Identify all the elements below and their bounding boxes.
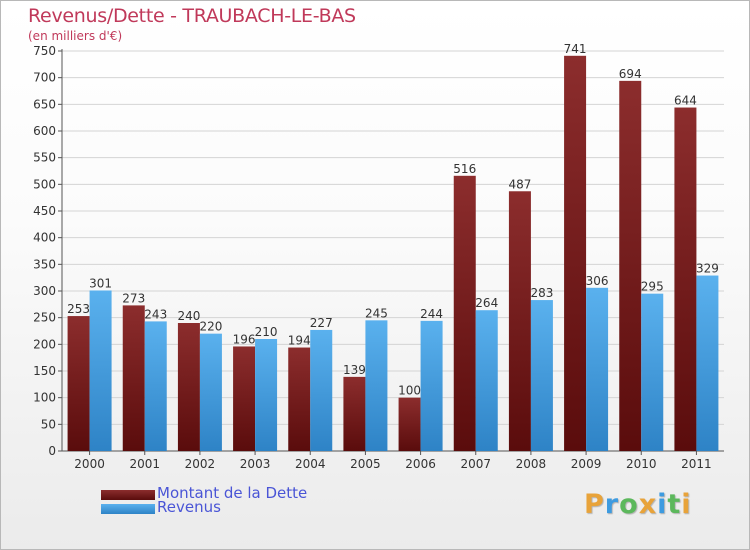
bar-debt-2006 — [398, 397, 421, 451]
bar-revenue-2001 — [144, 321, 167, 451]
legend-label-debt: Montant de la Dette — [157, 484, 308, 502]
data-label-revenue-2008: 283 — [530, 286, 553, 300]
y-tick-label: 400 — [33, 231, 56, 245]
logo-letter: x — [638, 489, 658, 520]
bar-revenue-2008 — [530, 300, 553, 451]
logo-letter: P — [584, 489, 605, 520]
data-label-revenue-2005: 245 — [365, 306, 388, 320]
data-label-revenue-2011: 329 — [696, 262, 719, 276]
data-label-revenue-2004: 227 — [310, 316, 333, 330]
bar-debt-2002 — [177, 323, 200, 451]
bar-debt-2004 — [288, 347, 311, 451]
data-label-revenue-2009: 306 — [586, 274, 609, 288]
bar-debt-2003 — [233, 346, 256, 451]
y-tick-label: 700 — [33, 71, 56, 85]
data-label-debt-2004: 194 — [288, 334, 311, 348]
x-tick-label: 2009 — [571, 457, 602, 471]
bar-revenue-2000 — [89, 290, 112, 451]
bar-revenue-2002 — [199, 333, 222, 451]
y-tick-label: 500 — [33, 177, 56, 191]
bar-debt-2008 — [508, 191, 531, 451]
x-tick-label: 2008 — [516, 457, 547, 471]
data-label-debt-2006: 100 — [398, 384, 421, 398]
y-tick-label: 250 — [33, 311, 56, 325]
data-label-debt-2001: 273 — [122, 291, 145, 305]
x-tick-label: 2007 — [460, 457, 491, 471]
data-label-revenue-2001: 243 — [144, 307, 167, 321]
y-tick-label: 600 — [33, 124, 56, 138]
data-label-debt-2008: 487 — [508, 177, 531, 191]
bar-revenue-2009 — [586, 287, 609, 451]
x-tick-label: 2003 — [240, 457, 271, 471]
bar-debt-2009 — [564, 55, 587, 452]
x-tick-label: 2010 — [626, 457, 657, 471]
bar-debt-2001 — [122, 305, 145, 451]
data-label-debt-2005: 139 — [343, 363, 366, 377]
logo-letter: t — [667, 489, 682, 520]
y-tick-label: 50 — [41, 417, 56, 431]
data-label-debt-2011: 644 — [674, 94, 697, 108]
data-label-debt-2010: 694 — [619, 67, 642, 81]
bar-debt-2005 — [343, 376, 366, 451]
data-label-revenue-2002: 220 — [199, 320, 222, 334]
x-tick-label: 2005 — [350, 457, 381, 471]
chart-subtitle: (en milliers d'€) — [28, 29, 123, 43]
bar-debt-2000 — [67, 316, 90, 451]
logo-letter: r — [604, 489, 620, 520]
bar-revenue-2004 — [310, 329, 333, 451]
bar-revenue-2006 — [420, 320, 443, 451]
bar-debt-2007 — [453, 175, 476, 452]
y-tick-label: 300 — [33, 284, 56, 298]
y-tick-label: 450 — [33, 204, 56, 218]
x-tick-label: 2002 — [185, 457, 216, 471]
legend-label-revenue: Revenus — [157, 498, 221, 516]
bar-revenue-2010 — [641, 293, 664, 451]
legend-swatch-debt — [101, 490, 155, 500]
bar-debt-2010 — [619, 80, 642, 451]
y-tick-label: 550 — [33, 151, 56, 165]
legend-swatch-revenue — [101, 504, 155, 514]
chart-title: Revenus/Dette - TRAUBACH-LE-BAS — [28, 5, 356, 27]
logo-letter: o — [619, 489, 639, 520]
data-label-debt-2000: 253 — [67, 302, 90, 316]
data-label-debt-2003: 196 — [233, 332, 256, 346]
bar-revenue-2003 — [255, 339, 278, 451]
bar-revenue-2005 — [365, 320, 388, 451]
x-tick-label: 2004 — [295, 457, 326, 471]
data-label-debt-2002: 240 — [177, 309, 200, 323]
data-label-debt-2007: 516 — [453, 162, 476, 176]
bar-revenue-2011 — [696, 275, 719, 451]
logo-letter: i — [657, 489, 668, 520]
bar-revenue-2007 — [475, 310, 498, 451]
x-tick-label: 2001 — [129, 457, 160, 471]
y-tick-label: 200 — [33, 337, 56, 351]
proxiti-logo: Proxiti — [584, 489, 692, 520]
data-label-revenue-2000: 301 — [89, 276, 112, 290]
logo-letter: i — [681, 489, 692, 520]
x-tick-label: 2000 — [74, 457, 105, 471]
y-tick-label: 750 — [33, 44, 56, 58]
bar-debt-2011 — [674, 107, 697, 452]
x-tick-label: 2006 — [405, 457, 436, 471]
x-tick-label: 2011 — [681, 457, 712, 471]
y-tick-label: 150 — [33, 364, 56, 378]
y-tick-label: 350 — [33, 257, 56, 271]
data-label-debt-2009: 741 — [564, 42, 587, 56]
data-label-revenue-2010: 295 — [641, 280, 664, 294]
y-tick-label: 650 — [33, 97, 56, 111]
data-label-revenue-2003: 210 — [255, 325, 278, 339]
y-tick-label: 0 — [48, 444, 56, 458]
data-label-revenue-2007: 264 — [475, 296, 498, 310]
data-label-revenue-2006: 244 — [420, 307, 443, 321]
y-tick-label: 100 — [33, 391, 56, 405]
